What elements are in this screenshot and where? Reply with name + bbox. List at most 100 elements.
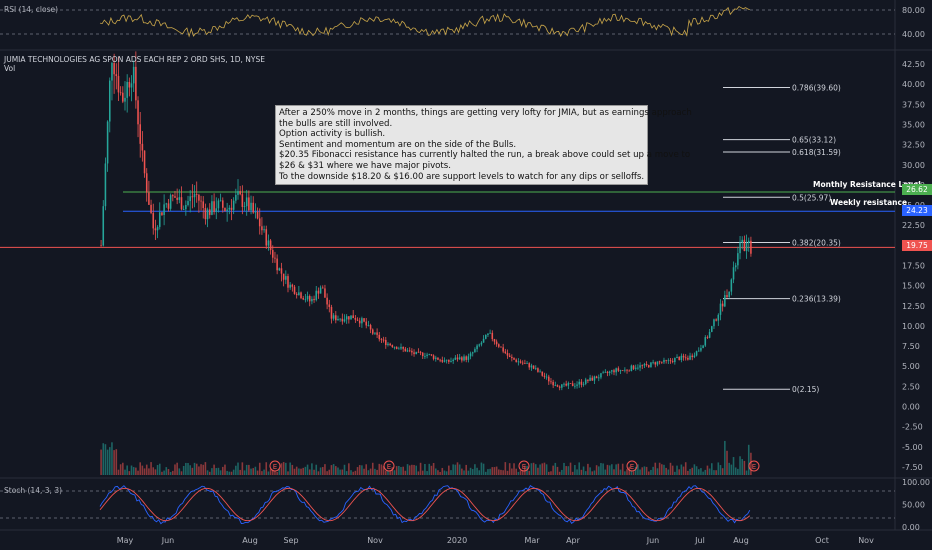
volume-bar bbox=[724, 440, 726, 475]
candle-body bbox=[419, 351, 422, 353]
note-line: After a 250% move in 2 months, things ar… bbox=[279, 108, 692, 118]
candle-body bbox=[424, 355, 426, 357]
candle-body bbox=[456, 357, 459, 360]
earnings-marker-label: E bbox=[630, 463, 634, 471]
candle-body bbox=[265, 229, 268, 246]
stoch-axis-label: 100.00 bbox=[902, 478, 930, 487]
volume-bar bbox=[487, 469, 489, 475]
volume-bar bbox=[376, 469, 378, 475]
volume-bar bbox=[108, 447, 111, 475]
volume-bar bbox=[326, 471, 328, 475]
volume-bar bbox=[721, 468, 724, 475]
volume-bar bbox=[304, 466, 307, 475]
candle-body bbox=[367, 325, 370, 326]
volume-bar bbox=[208, 471, 211, 475]
y-tick-label: 12.50 bbox=[902, 302, 925, 311]
fib-level-label: 0.236(13.39) bbox=[792, 295, 841, 304]
x-tick-label: Oct bbox=[815, 536, 829, 545]
volume-bar bbox=[350, 470, 352, 475]
candle-body bbox=[106, 121, 109, 164]
volume-bar bbox=[678, 469, 680, 475]
volume-bar bbox=[539, 464, 541, 475]
candle-body bbox=[580, 381, 583, 385]
stoch-k-line bbox=[99, 484, 751, 525]
volume-bar bbox=[354, 470, 357, 475]
volume-bar bbox=[613, 469, 615, 475]
candle-body bbox=[374, 332, 376, 334]
candle-body bbox=[202, 201, 205, 208]
volume-bar bbox=[482, 463, 485, 475]
candle-body bbox=[632, 365, 635, 369]
x-tick-label: Jul bbox=[694, 536, 705, 545]
volume-bar bbox=[704, 469, 707, 475]
last-price-tag: 19.75 bbox=[902, 240, 932, 251]
candle-body bbox=[484, 334, 487, 339]
volume-bar bbox=[154, 469, 157, 475]
x-tick-label: 2020 bbox=[447, 536, 467, 545]
volume-bar bbox=[504, 462, 507, 475]
volume-bar bbox=[530, 463, 533, 475]
candle-body bbox=[306, 295, 309, 300]
volume-bar bbox=[630, 470, 633, 475]
monthly-resistance-label: Monthly Resistance Level bbox=[813, 180, 921, 189]
volume-bar bbox=[400, 466, 402, 475]
candle-body bbox=[706, 337, 709, 338]
volume-bar bbox=[658, 462, 661, 475]
volume-bar bbox=[628, 466, 630, 475]
candle-body bbox=[584, 379, 587, 384]
rsi-axis-label: 80.00 bbox=[902, 6, 925, 15]
candle-body bbox=[108, 80, 111, 122]
candle-body bbox=[432, 355, 435, 359]
volume-bar bbox=[554, 462, 557, 475]
volume-bar bbox=[361, 465, 363, 475]
candle-body bbox=[400, 346, 402, 349]
volume-bar bbox=[228, 471, 231, 475]
candle-body bbox=[245, 197, 248, 207]
volume-bar bbox=[441, 467, 444, 475]
candle-body bbox=[552, 381, 554, 386]
volume-bar bbox=[267, 471, 270, 475]
candle-body bbox=[574, 385, 576, 387]
volume-bar bbox=[406, 464, 409, 475]
candle-body bbox=[343, 319, 346, 322]
volume-bar bbox=[239, 469, 241, 475]
candle-body bbox=[661, 361, 663, 363]
volume-bar bbox=[256, 470, 259, 475]
candle-body bbox=[345, 316, 348, 320]
volume-bar bbox=[378, 463, 381, 475]
volume-bar bbox=[595, 465, 598, 475]
volume-bar bbox=[650, 469, 652, 475]
volume-bar bbox=[243, 470, 246, 475]
candle-body bbox=[341, 318, 344, 322]
volume-bar bbox=[750, 452, 752, 475]
candle-body bbox=[532, 365, 535, 369]
candle-body bbox=[637, 367, 639, 369]
volume-bar bbox=[452, 464, 454, 475]
candle-body bbox=[647, 365, 650, 368]
volume-bar bbox=[726, 450, 728, 475]
candle-body bbox=[332, 315, 335, 319]
volume-bar bbox=[715, 470, 717, 475]
candle-body bbox=[458, 357, 461, 360]
candle-body bbox=[545, 376, 548, 378]
volume-bar bbox=[152, 467, 155, 475]
volume-bar bbox=[550, 471, 552, 475]
candle-body bbox=[356, 319, 359, 321]
volume-bar bbox=[248, 464, 250, 475]
volume-bar bbox=[493, 467, 496, 475]
candle-body bbox=[528, 363, 531, 368]
candle-body bbox=[687, 357, 689, 360]
candle-body bbox=[217, 200, 220, 209]
candle-body bbox=[534, 368, 537, 370]
volume-bar bbox=[222, 466, 224, 475]
candle-body bbox=[130, 83, 133, 88]
candle-body bbox=[630, 365, 633, 372]
volume-bar bbox=[348, 463, 350, 475]
candle-body bbox=[213, 201, 215, 212]
note-line: Option activity is bullish. bbox=[279, 129, 386, 140]
candle-body bbox=[537, 368, 539, 372]
volume-bar bbox=[126, 465, 128, 475]
volume-bar bbox=[111, 442, 113, 475]
y-tick-label: 30.00 bbox=[902, 161, 925, 170]
fib-level-label: 0(2.15) bbox=[792, 385, 819, 394]
